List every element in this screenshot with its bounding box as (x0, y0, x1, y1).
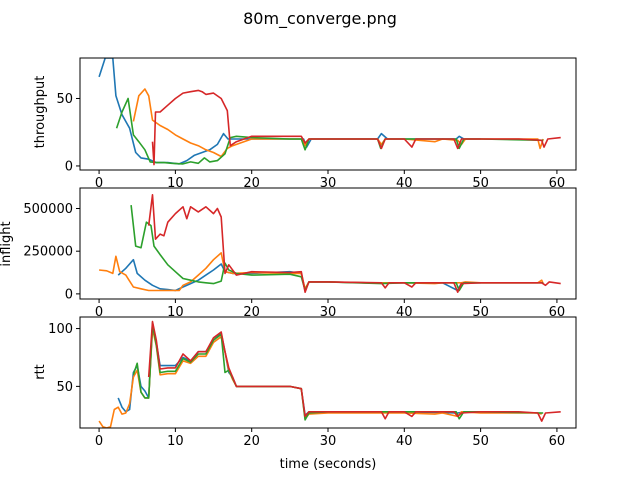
inflight-y-tick-label: 250000 (23, 245, 73, 260)
rtt-x-tick-label: 10 (167, 434, 184, 449)
throughput-series-line-1 (132, 88, 544, 158)
throughput-x-tick-label: 20 (243, 176, 260, 191)
inflight-x-tick-label: 10 (167, 305, 184, 320)
rtt-y-tick-label: 100 (48, 322, 73, 337)
rtt-x-tick-label: 0 (95, 434, 103, 449)
rtt-x-tick-label: 40 (396, 434, 413, 449)
throughput-panel: throughput 0 10 20 30 40 50 60 0 50 (33, 57, 577, 191)
throughput-series-line-2 (115, 97, 544, 165)
throughput-y-tick-label: 50 (56, 92, 73, 107)
throughput-x-tick-label: 40 (396, 176, 413, 191)
x-axis-label: time (seconds) (280, 457, 377, 472)
rtt-x-tick-label: 60 (549, 434, 566, 449)
inflight-series-line-3 (147, 194, 561, 293)
figure-title: 80m_converge.png (243, 9, 397, 29)
rtt-x-tick-label: 30 (320, 434, 337, 449)
throughput-ylabel: throughput (33, 76, 48, 149)
inflight-x-tick-label: 30 (320, 305, 337, 320)
inflight-x-tick-label: 50 (472, 305, 489, 320)
rtt-y-tick-label: 50 (56, 380, 73, 395)
throughput-x-tick-label: 30 (320, 176, 337, 191)
rtt-series-line-1 (98, 327, 542, 428)
inflight-y-tick-label: 0 (65, 287, 73, 302)
throughput-y-tick-label: 0 (65, 159, 73, 174)
throughput-x-tick-label: 50 (472, 176, 489, 191)
rtt-series-line-0 (117, 322, 481, 417)
rtt-ylabel: rtt (33, 364, 48, 380)
inflight-series-line-1 (99, 252, 544, 292)
inflight-ylabel: inflight (0, 221, 14, 266)
rtt-panel: rtt time (seconds) 0 10 20 30 40 50 60 50 100 (33, 316, 577, 472)
throughput-x-tick-label: 60 (549, 176, 566, 191)
inflight-panel: inflight 0 10 20 30 40 50 60 0 250000 500000 (0, 187, 577, 320)
inflight-x-tick-label: 20 (243, 305, 260, 320)
inflight-series-line-2 (130, 205, 544, 292)
rtt-x-tick-label: 20 (243, 434, 260, 449)
inflight-x-tick-label: 40 (396, 305, 413, 320)
inflight-x-tick-label: 60 (549, 305, 566, 320)
throughput-series-line-0 (98, 58, 481, 165)
inflight-y-tick-label: 500000 (23, 202, 73, 217)
inflight-x-tick-label: 0 (95, 305, 103, 320)
inflight-series-group (99, 194, 561, 293)
throughput-series-group (98, 58, 561, 166)
throughput-x-tick-label: 0 (95, 176, 103, 191)
rtt-series-group (98, 320, 561, 428)
throughput-series-line-3 (151, 89, 561, 166)
rtt-series-line-3 (147, 320, 561, 422)
rtt-x-tick-label: 50 (472, 434, 489, 449)
throughput-x-tick-label: 10 (167, 176, 184, 191)
inflight-series-line-0 (117, 258, 481, 292)
rtt-series-line-2 (132, 324, 544, 421)
